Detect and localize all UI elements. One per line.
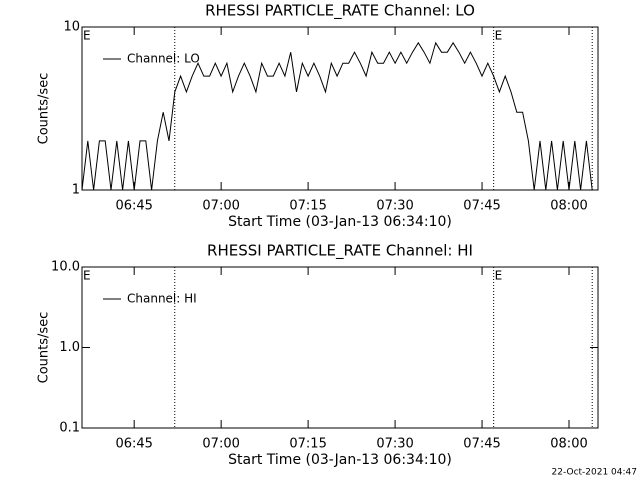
x-tick-label: 08:00 [550, 437, 587, 452]
plot-frame [81, 26, 599, 191]
y-tick-label: 10 [63, 20, 80, 35]
legend-label: Channel: HI [127, 292, 197, 306]
x-tick-label: 07:00 [202, 437, 239, 452]
x-axis-label: Start Time (03-Jan-13 06:34:10) [228, 214, 452, 230]
y-tick-label: 10.0 [51, 260, 80, 275]
legend-label: Channel: LO [127, 52, 200, 66]
x-tick-label: 07:45 [463, 199, 500, 214]
y-axis-label: Counts/sec [37, 73, 52, 145]
annotation: E [83, 269, 91, 283]
x-tick-label: 07:30 [376, 199, 413, 214]
y-tick-label: 1 [72, 183, 80, 198]
x-tick-label: 06:45 [115, 199, 152, 214]
x-tick-label: 07:45 [463, 437, 500, 452]
x-tick-label: 06:45 [115, 437, 152, 452]
y-tick-label: 0.1 [59, 421, 80, 436]
x-tick-label: 07:15 [289, 437, 326, 452]
y-axis-label: Counts/sec [37, 312, 52, 384]
footer: 22-Oct-2021 04:47 [552, 468, 637, 478]
annotation: E [495, 29, 503, 43]
annotation: E [83, 29, 91, 43]
chart-title: RHESSI PARTICLE_RATE Channel: LO [205, 2, 475, 21]
x-axis-label: Start Time (03-Jan-13 06:34:10) [228, 452, 452, 468]
y-tick-label: 1.0 [59, 340, 80, 355]
x-tick-label: 07:15 [289, 199, 326, 214]
x-tick-label: 07:00 [202, 199, 239, 214]
x-tick-label: 08:00 [550, 199, 587, 214]
chart-title: RHESSI PARTICLE_RATE Channel: HI [207, 242, 473, 261]
series-line [81, 41, 593, 191]
x-tick-label: 07:30 [376, 437, 413, 452]
annotation: E [495, 269, 503, 283]
